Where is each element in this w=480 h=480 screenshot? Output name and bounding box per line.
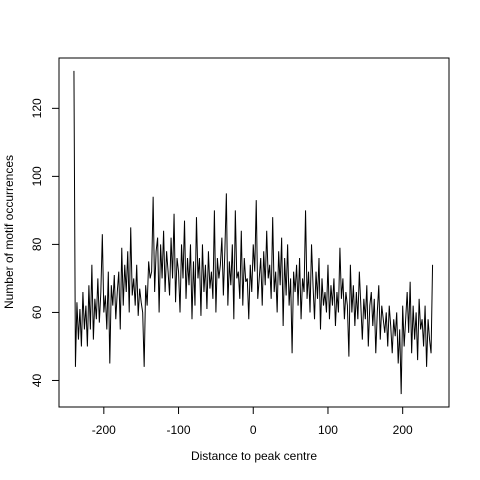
x-tick-label: -200: [92, 423, 116, 437]
x-tick-label: 0: [250, 423, 257, 437]
y-tick-label: 100: [30, 166, 44, 186]
x-tick-label: -100: [167, 423, 191, 437]
x-tick-label: 200: [393, 423, 413, 437]
y-tick-label: 60: [30, 305, 44, 319]
y-axis-label: Number of motif occurrences: [2, 155, 16, 309]
x-axis-label: Distance to peak centre: [191, 449, 317, 463]
plot-box: [58, 57, 450, 408]
x-tick-label: 100: [318, 423, 338, 437]
y-tick-label: 120: [30, 98, 44, 118]
data-line: [73, 70, 434, 395]
y-tick-label: 40: [30, 373, 44, 387]
y-tick-label: 80: [30, 237, 44, 251]
